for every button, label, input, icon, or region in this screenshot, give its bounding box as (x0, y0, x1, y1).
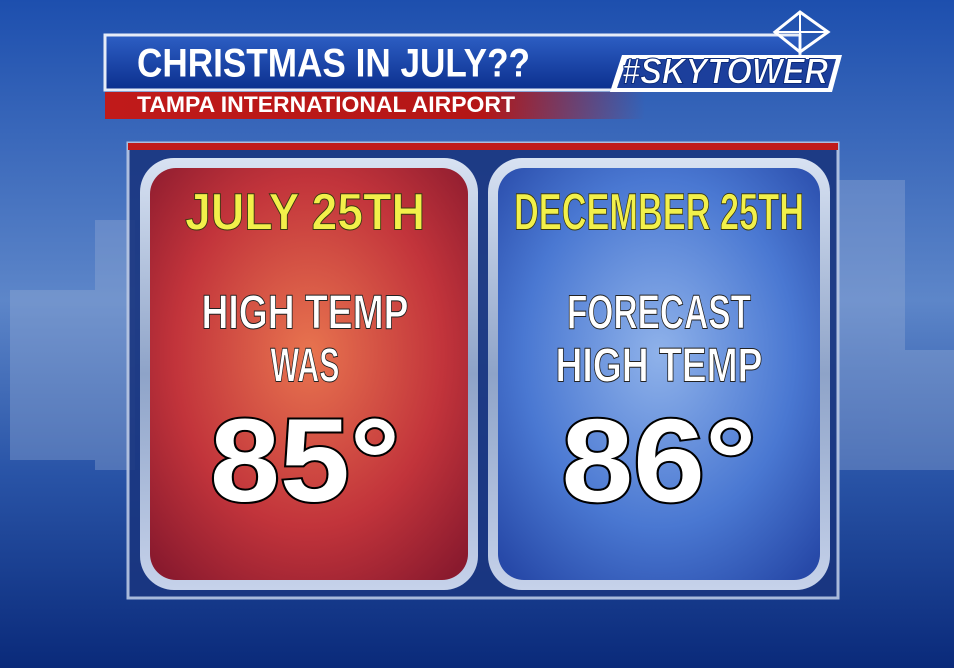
panel (150, 168, 468, 580)
skyline (10, 180, 954, 470)
title: CHRISTMAS IN JULY?? (137, 42, 530, 86)
panel-date: JULY 25TH (185, 184, 425, 242)
subtitle-bar (105, 92, 645, 119)
panel-value: 85° (210, 395, 400, 527)
panel-value: 86° (562, 395, 757, 527)
panel-label: HIGH TEMP (202, 287, 409, 340)
panel-label: HIGH TEMP (556, 340, 763, 393)
panel-date: DECEMBER 25TH (514, 184, 804, 242)
frame-accent (128, 143, 838, 150)
panel-label: FORECAST (567, 287, 751, 340)
panel-label: WAS (271, 340, 340, 393)
subtitle: TAMPA INTERNATIONAL AIRPORT (137, 92, 516, 117)
logo: #SKYTOWER (610, 10, 842, 92)
logo-text: #SKYTOWER (622, 51, 828, 92)
panel (498, 168, 820, 580)
